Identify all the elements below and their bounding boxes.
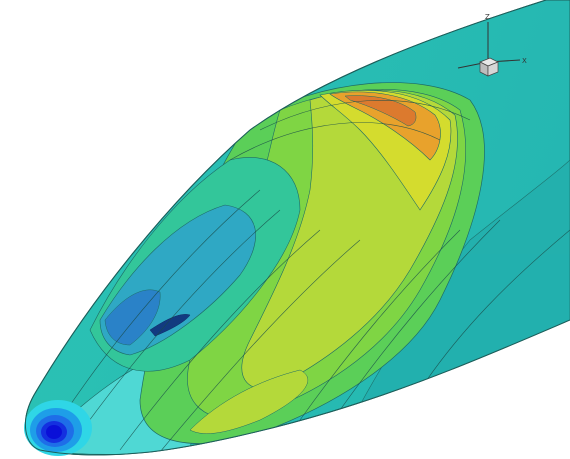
windshield-deep-blue-patch bbox=[104, 289, 161, 346]
nose-stagnation-zone bbox=[24, 400, 92, 456]
axis-z-label: Z bbox=[485, 13, 490, 21]
contour-band-orange bbox=[329, 91, 441, 161]
axis-x-label: X bbox=[522, 57, 527, 65]
windshield-dark-streak bbox=[149, 314, 191, 337]
axis-cube-icon bbox=[479, 57, 499, 77]
contour-lines bbox=[59, 100, 570, 453]
train-body-outline bbox=[24, 0, 570, 456]
contour-streak-lower bbox=[189, 369, 308, 434]
contour-band-darkorange bbox=[344, 95, 417, 127]
axes-triad: Z X bbox=[457, 13, 527, 77]
